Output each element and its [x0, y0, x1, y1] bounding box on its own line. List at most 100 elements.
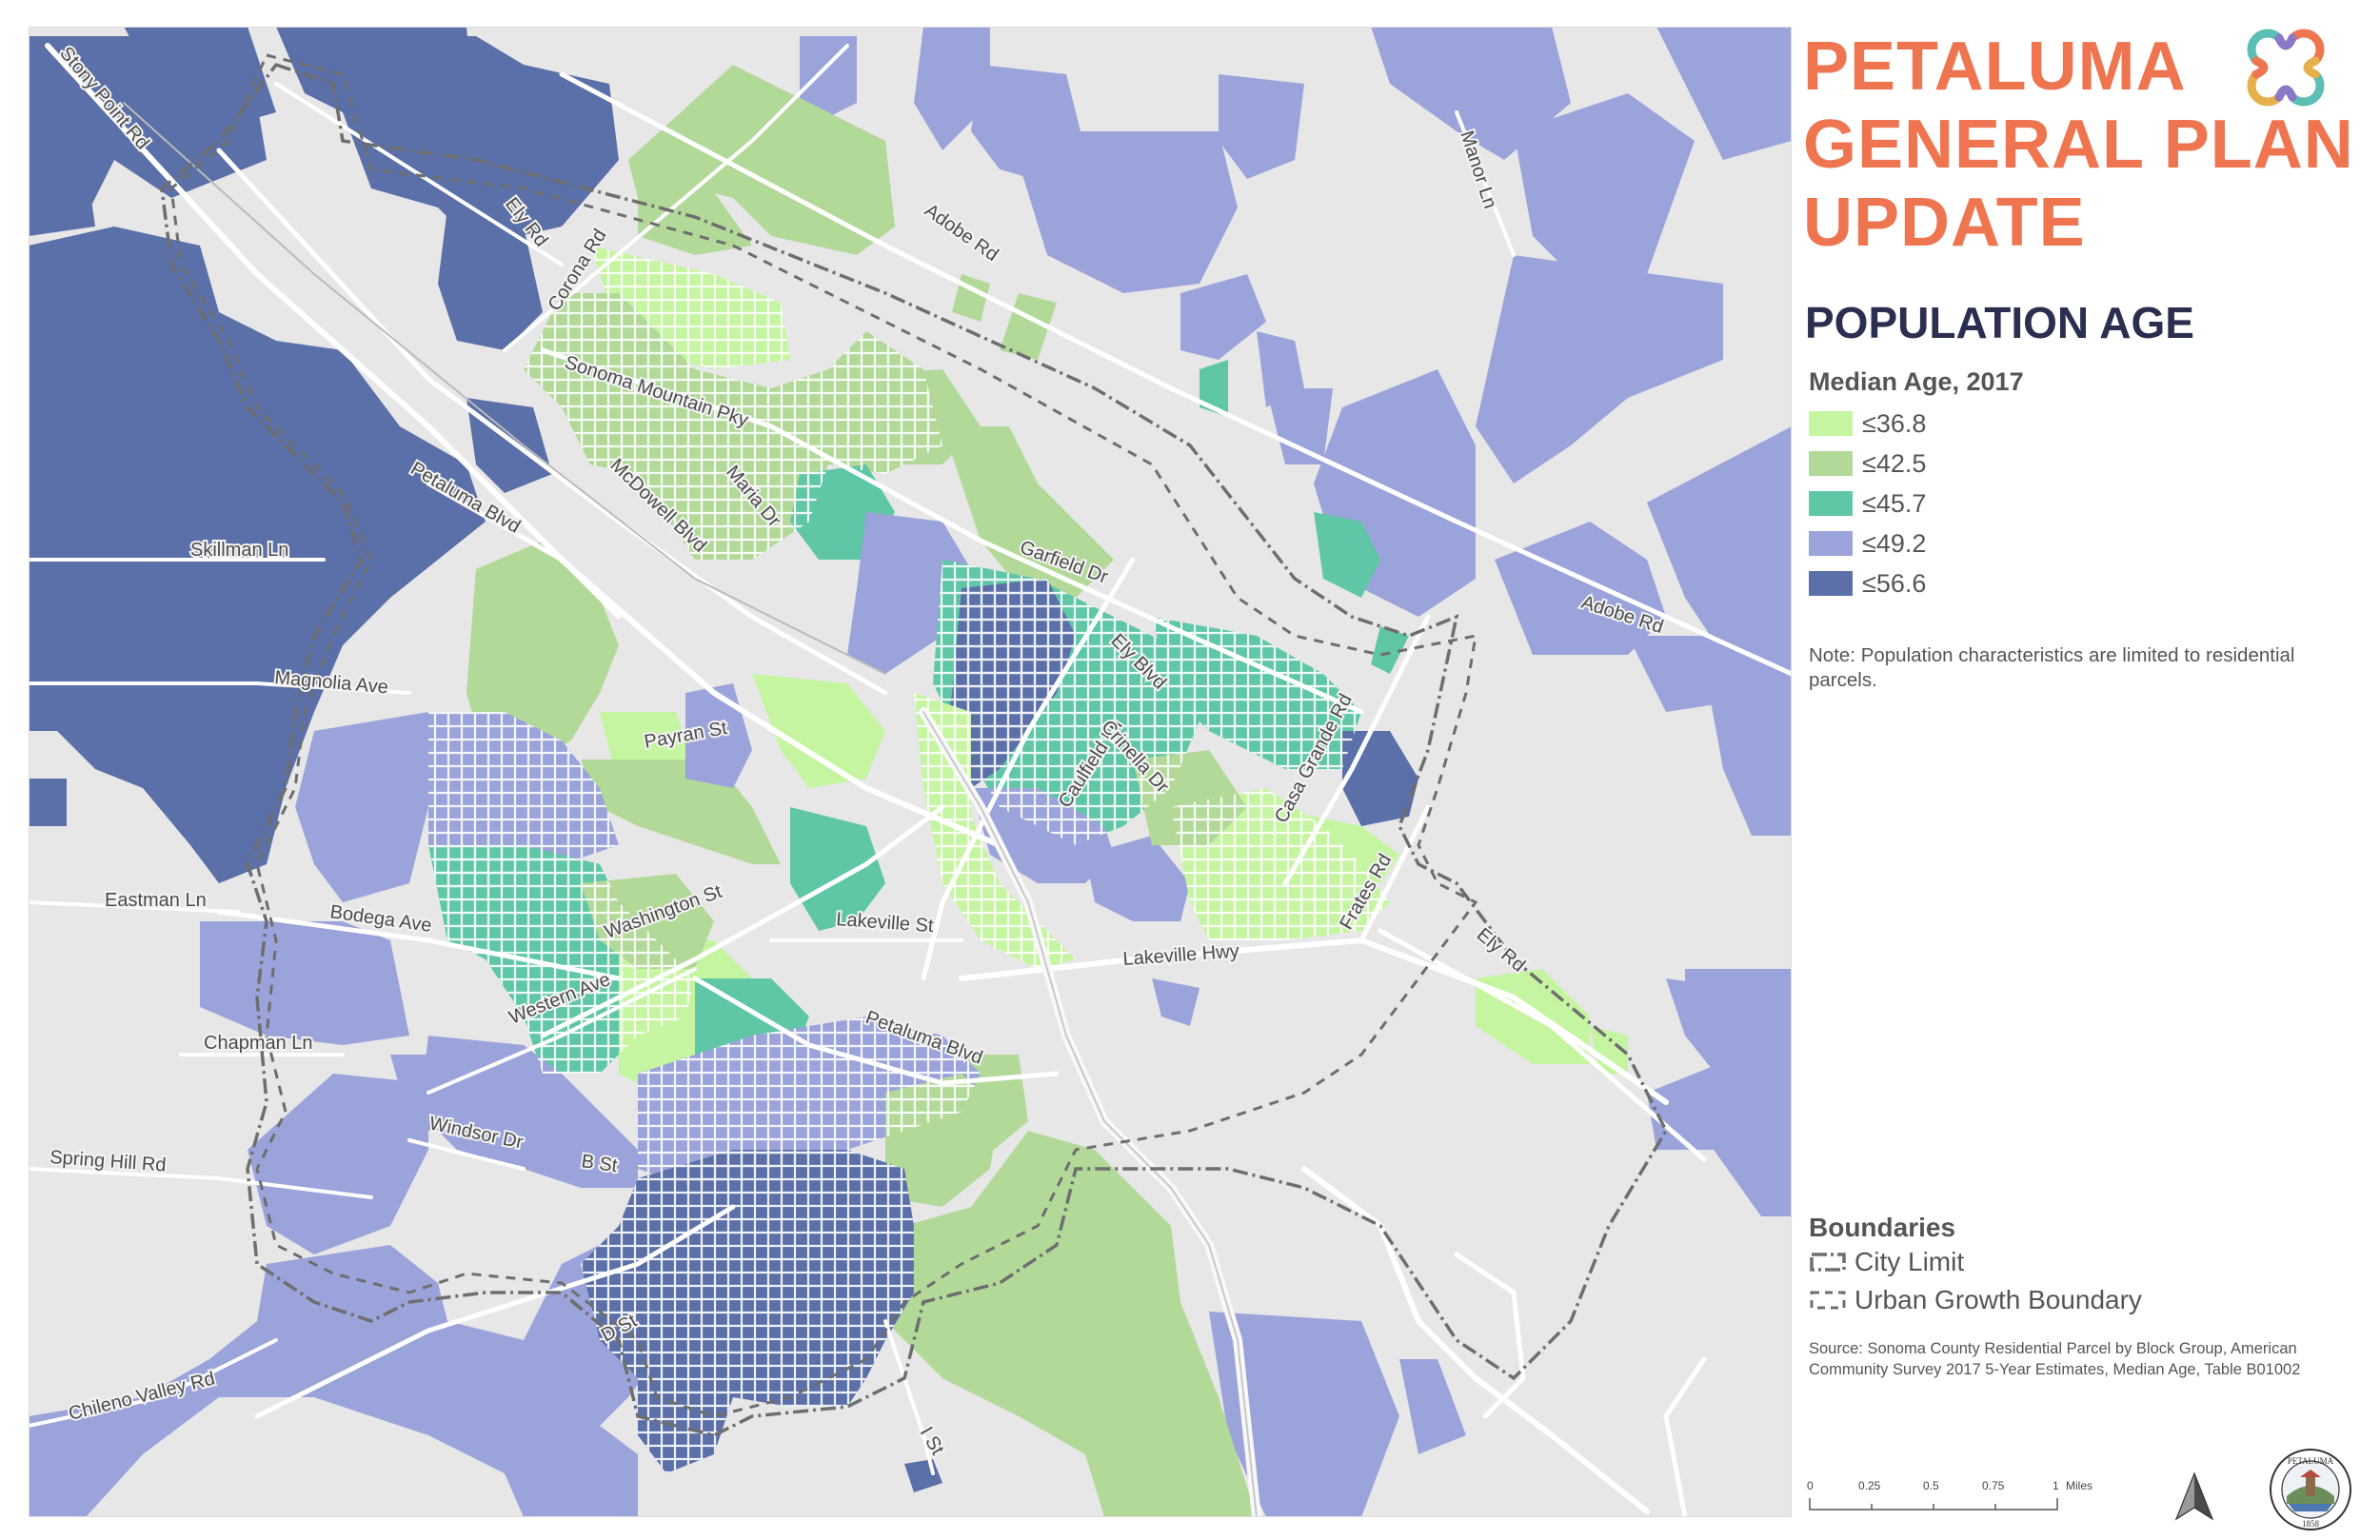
legend-item-5: ≤56.6	[1809, 567, 1926, 600]
legend-label-2: ≤42.5	[1862, 448, 1927, 478]
parcel-n-green-1	[628, 65, 895, 255]
parcel-corona	[362, 36, 619, 246]
road-corona	[503, 44, 849, 352]
city-limit-boundary	[160, 62, 1668, 1437]
title-line-2: GENERAL PLAN	[1803, 107, 2354, 183]
scale-bar: 0 0.25 0.5 0.75 1 Miles	[1807, 1479, 2092, 1517]
parcel-west-lower	[29, 779, 67, 826]
parcel-se-3	[1152, 978, 1200, 1026]
note-text: Note: Population characteristics are lim…	[1809, 644, 2295, 691]
map-canvas[interactable]: Stony Point Rd Ely Rd Corona Rd Adobe Rd…	[29, 27, 1792, 1517]
legend-label-5: ≤56.6	[1862, 568, 1927, 598]
parcel-se-green	[847, 1131, 1257, 1517]
legend-swatch-2	[1809, 451, 1853, 476]
legend-ugb: Urban Growth Boundary	[1809, 1285, 2142, 1315]
city-seal-icon: PETALUMA 1858	[2270, 1449, 2351, 1530]
label-lakeville-hwy: Lakeville Hwy	[1122, 941, 1240, 970]
parcel-ne-13	[1476, 255, 1723, 484]
parcel-corona-b	[438, 207, 543, 350]
road-washington	[540, 804, 945, 1038]
map-svg: Stony Point Rd Ely Rd Corona Rd Adobe Rd…	[29, 27, 1792, 1517]
scale-tick-4: 1	[2053, 1479, 2059, 1492]
legend-panel: PETALUMA GENERAL PLAN UPDATE POPULATION …	[1792, 0, 2380, 1540]
scale-tick-0: 0	[1807, 1479, 1814, 1492]
urban-wc-teal	[790, 807, 885, 931]
ugb-label: Urban Growth Boundary	[1854, 1285, 2142, 1314]
city-limit-label: City Limit	[1854, 1247, 1965, 1276]
parcel-ne-14	[1495, 522, 1666, 655]
road-ely-se	[1378, 928, 1707, 1162]
label-eastman: Eastman Ln	[105, 890, 207, 911]
road-101-inner	[922, 711, 1258, 1517]
railroad	[123, 102, 886, 675]
urban-wc-light	[752, 674, 885, 788]
legend-label-1: ≤36.8	[1862, 408, 1927, 438]
parcel-e-1	[1666, 978, 1733, 1036]
north-arrow-icon	[2174, 1471, 2214, 1521]
scale-unit: Miles	[2066, 1479, 2093, 1492]
parcel-se-1	[1209, 1312, 1399, 1517]
seal-name: PETALUMA	[2288, 1456, 2334, 1466]
boundaries-title: Boundaries	[1809, 1213, 1956, 1242]
parcel-west-far	[29, 160, 95, 236]
parcel-west-north	[29, 36, 267, 217]
urban-sw-purple-2	[409, 1064, 457, 1131]
road-magnolia	[29, 681, 411, 695]
road-lakeville-hwy	[959, 937, 1669, 1105]
parcel-se-2	[1399, 1359, 1466, 1454]
road-chileno	[29, 1338, 278, 1428]
ugb-symbol-icon	[1810, 1291, 1846, 1310]
scale-tick-2: 0.5	[1923, 1479, 1939, 1492]
label-ely-se: Ely Rd	[1473, 924, 1529, 977]
label-lakeville-st: Lakeville St	[836, 909, 935, 937]
road-eastman	[29, 900, 240, 914]
interlocking-rings-logo-icon	[2247, 29, 2325, 107]
label-skillman: Skillman Ln	[190, 540, 288, 561]
legend-label-3: ≤45.7	[1862, 488, 1927, 518]
city-limit-symbol-icon	[1810, 1253, 1846, 1272]
urban-dark-casa	[1342, 731, 1418, 826]
road-mcdowell	[216, 148, 888, 696]
parcel-ne-4	[1009, 131, 1238, 293]
parcel-sw-2	[200, 921, 409, 1045]
parcel-ne-19	[1647, 1036, 1792, 1216]
parcel-ne-15	[1647, 426, 1792, 655]
label-adobe-n: Adobe Rd	[921, 200, 1002, 266]
road-i-st	[883, 1319, 935, 1475]
seal-year: 1858	[2302, 1519, 2320, 1529]
road-d-st	[254, 1204, 736, 1419]
road-spring-hill	[29, 1167, 373, 1199]
parcel-nw-cluster	[124, 27, 276, 131]
road-se-loop-2	[1454, 1252, 1526, 1419]
parcel-sw-4	[248, 1074, 428, 1254]
urban-wc-green-2	[581, 760, 781, 864]
parcel-ne-6	[1180, 274, 1266, 360]
scale-tick-3: 0.75	[1982, 1479, 2005, 1492]
road-western	[426, 967, 697, 1095]
legend-swatch-3	[1809, 491, 1853, 516]
parcel-ne-9	[1371, 27, 1571, 160]
road-bodega	[216, 909, 622, 981]
scale-tick-1: 0.25	[1858, 1479, 1881, 1492]
road-frates	[1359, 804, 1431, 943]
road-casa-grande	[1282, 614, 1431, 886]
road-se-loop	[1301, 1166, 1650, 1514]
road-petaluma-blvd-n	[426, 481, 622, 620]
parcel-sw-1	[295, 712, 428, 902]
parcel-ne-8	[1266, 388, 1333, 464]
title-line-3: UPDATE	[1803, 185, 2086, 261]
title-line-1: PETALUMA	[1803, 29, 2187, 105]
urban-purple-east-2	[1085, 836, 1190, 921]
map-subtitle: POPULATION AGE	[1805, 298, 2194, 347]
legend-swatch-5	[1809, 571, 1853, 596]
parcel-ne-5	[1219, 74, 1304, 179]
roads	[29, 43, 1792, 1517]
legend-label-4: ≤49.2	[1862, 528, 1927, 558]
parcel-west-skillman	[67, 560, 295, 769]
parcel-sw-6	[29, 1435, 114, 1517]
legend-item-2: ≤42.5	[1809, 447, 1926, 480]
road-sonoma-mtn	[540, 347, 1364, 715]
source-text: Source: Sonoma County Residential Parcel…	[1809, 1340, 2301, 1378]
road-manor	[1455, 110, 1516, 257]
legend-city-limit: City Limit	[1809, 1247, 1964, 1277]
